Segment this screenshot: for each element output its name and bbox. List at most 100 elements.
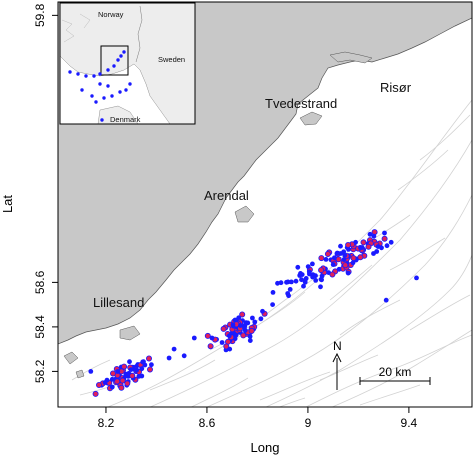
data-point [127, 359, 132, 365]
data-point [303, 276, 309, 281]
data-point [243, 320, 249, 326]
data-point [123, 373, 128, 379]
x-tick-label-1: 8.6 [199, 416, 216, 430]
data-point [104, 377, 110, 383]
data-point [129, 372, 136, 379]
inset-point [102, 96, 106, 100]
x-tick-label-3: 9.4 [401, 416, 418, 430]
data-point [371, 233, 377, 239]
data-point [383, 297, 389, 303]
inset-denmark [97, 105, 139, 124]
inset-point [106, 68, 110, 72]
y-axis-label: Lat [0, 195, 15, 213]
data-point [293, 278, 299, 284]
data-point [305, 264, 311, 269]
data-point [318, 267, 325, 274]
data-point [250, 315, 255, 321]
inset-point [118, 90, 122, 94]
x-axis: 8.2 8.6 9 9.4 [98, 407, 418, 430]
data-point [109, 376, 115, 382]
y-axis: 58.2 58.4 58.6 59.8 [33, 3, 58, 383]
data-point [92, 390, 99, 397]
inset-point [110, 94, 114, 98]
place-label-lillesand: Lillesand [93, 295, 144, 310]
inset-point [124, 88, 128, 92]
inset-label-denmark: Denmark [110, 115, 141, 124]
inset-point [92, 74, 96, 78]
data-point [204, 332, 211, 339]
data-point [350, 260, 356, 266]
inset-points [68, 50, 132, 122]
inset-point [119, 54, 123, 58]
data-point [139, 366, 145, 372]
data-point [336, 266, 342, 272]
data-point [230, 322, 236, 328]
plot-frame [57, 1, 473, 408]
data-point [342, 262, 349, 269]
inset-point [100, 118, 104, 122]
data-point [114, 378, 121, 385]
data-point [248, 327, 255, 334]
data-point [227, 346, 233, 352]
scale-bar: 20 km [359, 365, 431, 385]
data-point [382, 230, 387, 236]
data-point [345, 270, 351, 276]
data-point [118, 384, 125, 391]
data-point [226, 333, 232, 339]
data-point [121, 363, 128, 370]
inset-point [76, 72, 80, 76]
x-tick-label-2: 9 [305, 416, 312, 430]
inset-point [94, 100, 98, 104]
data-point [388, 239, 394, 245]
x-axis-label: Long [251, 440, 280, 455]
data-point [109, 384, 115, 390]
data-point [252, 319, 258, 325]
data-point [384, 243, 390, 249]
data-point [278, 280, 284, 286]
data-point [145, 355, 152, 362]
data-point [240, 332, 247, 339]
data-point [313, 278, 319, 283]
data-point [301, 283, 306, 289]
inset-point [98, 82, 102, 86]
data-point [119, 377, 126, 384]
data-point [302, 279, 308, 285]
data-point [166, 355, 172, 361]
data-point [350, 255, 357, 262]
data-point [318, 284, 323, 290]
data-point [329, 271, 336, 278]
data-point [149, 362, 154, 368]
data-point [342, 253, 348, 258]
data-point [171, 346, 177, 352]
inset-point [116, 58, 120, 62]
coastal-islands [63, 51, 373, 379]
data-point [367, 231, 373, 237]
data-point [191, 335, 197, 341]
data-point [239, 311, 246, 318]
y-tick-label-0: 58.2 [33, 359, 47, 383]
data-point [323, 257, 329, 262]
data-point [306, 269, 312, 275]
data-point [365, 243, 372, 250]
data-point [110, 370, 117, 377]
data-point [330, 262, 336, 267]
data-point [381, 235, 388, 242]
data-point [295, 264, 301, 270]
data-point [219, 340, 225, 345]
data-point [223, 343, 230, 350]
data-point [270, 290, 276, 295]
data-point [242, 325, 247, 330]
data-point [146, 366, 153, 373]
data-point [338, 243, 343, 249]
data-point [338, 251, 343, 256]
data-point [332, 255, 337, 261]
data-point [233, 333, 238, 338]
data-point [115, 369, 121, 374]
data-point [360, 239, 367, 246]
data-point [289, 279, 294, 285]
data-point [207, 343, 214, 350]
data-point [124, 380, 131, 387]
north-arrow: N [332, 339, 342, 390]
place-label-arendal: Arendal [204, 188, 249, 203]
data-point [260, 308, 265, 314]
